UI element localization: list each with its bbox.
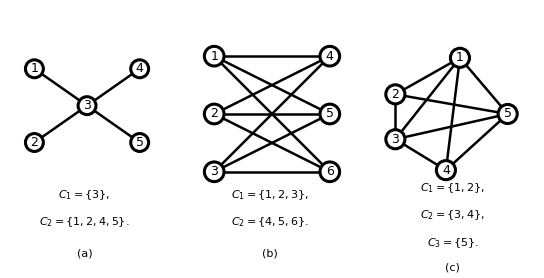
Circle shape xyxy=(131,133,149,152)
Text: 2: 2 xyxy=(211,108,218,120)
Circle shape xyxy=(131,60,149,78)
Text: 5: 5 xyxy=(504,108,512,120)
Text: (b): (b) xyxy=(263,249,278,259)
Circle shape xyxy=(386,130,405,149)
Circle shape xyxy=(386,85,405,104)
Circle shape xyxy=(26,60,44,78)
Circle shape xyxy=(498,105,517,123)
Text: $C_2 = \{3, 4\},$: $C_2 = \{3, 4\},$ xyxy=(420,208,485,222)
Text: $C_2 = \{1, 2, 4, 5\}.$: $C_2 = \{1, 2, 4, 5\}.$ xyxy=(39,215,129,229)
Text: (a): (a) xyxy=(77,249,92,259)
Text: $C_1 = \{1, 2, 3\},$: $C_1 = \{1, 2, 3\},$ xyxy=(231,188,310,202)
Circle shape xyxy=(26,133,44,152)
Text: $C_1 = \{3\},$: $C_1 = \{3\},$ xyxy=(58,188,110,202)
Text: 4: 4 xyxy=(326,50,333,63)
Text: (c): (c) xyxy=(445,262,460,272)
Circle shape xyxy=(450,48,469,67)
Text: 2: 2 xyxy=(392,88,399,101)
Text: 4: 4 xyxy=(442,164,450,177)
Circle shape xyxy=(205,104,224,124)
Text: $C_1 = \{1, 2\},$: $C_1 = \{1, 2\},$ xyxy=(420,181,485,195)
Circle shape xyxy=(320,104,339,124)
Circle shape xyxy=(320,46,339,66)
Text: 3: 3 xyxy=(211,165,218,178)
Circle shape xyxy=(205,162,224,182)
Text: 2: 2 xyxy=(30,136,38,149)
Text: 5: 5 xyxy=(326,108,334,120)
Text: 3: 3 xyxy=(83,99,91,112)
Circle shape xyxy=(436,161,455,180)
Circle shape xyxy=(78,97,96,115)
Text: 1: 1 xyxy=(30,62,38,75)
Circle shape xyxy=(320,162,339,182)
Text: $C_3 = \{5\}.$: $C_3 = \{5\}.$ xyxy=(426,236,479,250)
Text: 6: 6 xyxy=(326,165,333,178)
Text: 1: 1 xyxy=(456,51,464,64)
Text: $C_2 = \{4, 5, 6\}.$: $C_2 = \{4, 5, 6\}.$ xyxy=(231,215,310,229)
Text: 1: 1 xyxy=(211,50,218,63)
Text: 4: 4 xyxy=(136,62,144,75)
Circle shape xyxy=(205,46,224,66)
Text: 3: 3 xyxy=(392,133,399,146)
Text: 5: 5 xyxy=(135,136,144,149)
